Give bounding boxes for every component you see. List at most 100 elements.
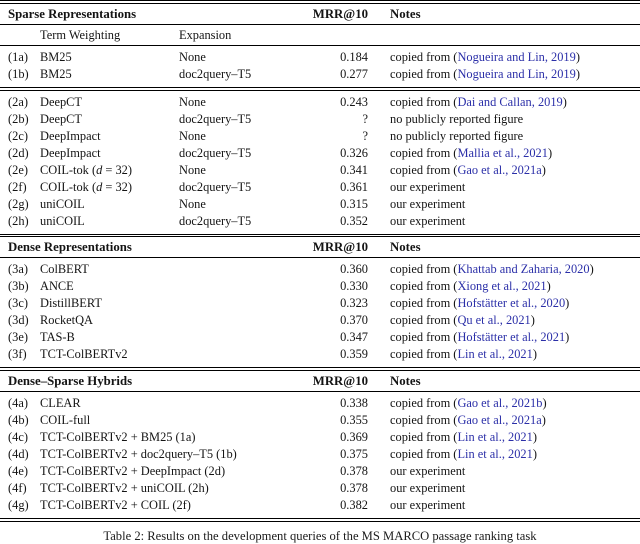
note-text: no publicly reported figure [368, 128, 640, 145]
note-prefix: copied from ( [390, 279, 458, 293]
note-text: our experiment [368, 480, 640, 497]
mrr-value: 0.352 [340, 213, 368, 228]
table-row: (2e) COIL-tok (d = 32) None 0.341 copied fro… [0, 162, 640, 179]
note-prefix: copied from ( [390, 313, 458, 327]
section-header-row: Dense Representations MRR@10 Notes [0, 237, 640, 257]
row-id: (2c) [8, 128, 28, 143]
note-prefix: no publicly reported figure [390, 128, 524, 143]
mrr-value: 0.360 [340, 262, 368, 276]
citation-link[interactable]: Qu et al., 2021 [457, 313, 531, 327]
mrr-column-header: MRR@10 [312, 7, 368, 21]
system-name: CLEAR [40, 395, 81, 410]
system-name: uniCOIL [40, 196, 85, 211]
citation-link[interactable]: Lin et al., 2021 [457, 347, 533, 361]
row-id: (4a) [8, 395, 28, 410]
note-text: copied from (Xiong et al., 2021) [368, 278, 640, 295]
citation-link[interactable]: Hofstätter et al., 2021 [457, 330, 566, 344]
table-row: (4b) COIL-full 0.355 copied from (Gao et al… [0, 412, 640, 429]
citation-link[interactable]: Lin et al., 2021 [457, 429, 533, 444]
citation-link[interactable]: Gao et al., 2021b [457, 395, 543, 410]
system-name: DeepCT [40, 94, 82, 109]
note-prefix: copied from ( [390, 446, 458, 461]
citation-link[interactable]: Xiong et al., 2021 [457, 279, 547, 293]
table-row: (4d) TCT-ColBERTv2 + doc2query–T5 (1b) 0.3… [0, 446, 640, 463]
note-text: our experiment [368, 196, 640, 213]
note-text: our experiment [368, 497, 640, 514]
table-row: (3a) ColBERT 0.360 copied from (Khattab and… [0, 261, 640, 278]
system-name: ANCE [40, 279, 74, 293]
horizontal-rule [0, 233, 640, 237]
mrr-value: 0.355 [340, 412, 368, 427]
table-row: (2a) DeepCT None 0.243 copied from (Dai and … [0, 94, 640, 111]
row-group: (2a) DeepCT None 0.243 copied from (Dai and … [0, 91, 640, 234]
mrr-value: 0.326 [340, 145, 368, 160]
horizontal-rule [0, 45, 640, 46]
math-variable: d [96, 179, 103, 194]
note-suffix: ) [565, 330, 570, 344]
mrr-value: 0.330 [340, 279, 368, 293]
table-row: (2d) DeepImpact doc2query–T5 0.326 copied fr… [0, 145, 640, 162]
note-text: copied from (Gao et al., 2021a) [368, 412, 640, 429]
horizontal-rule [0, 24, 640, 25]
system-name: COIL-tok (d = 32) [40, 179, 179, 196]
row-id: (3b) [8, 279, 29, 293]
citation-link[interactable]: Khattab and Zaharia, 2020 [457, 262, 590, 276]
system-name: BM25 [40, 50, 72, 64]
mrr-value: ? [362, 111, 369, 126]
note-text: our experiment [368, 463, 640, 480]
note-suffix: ) [542, 395, 547, 410]
citation-link[interactable]: Dai and Callan, 2019 [457, 94, 563, 109]
row-id: (1b) [8, 67, 29, 81]
table-row: (4c) TCT-ColBERTv2 + BM25 (1a) 0.369 copied… [0, 429, 640, 446]
row-id: (2a) [8, 94, 28, 109]
note-prefix: copied from ( [390, 94, 458, 109]
horizontal-rule [0, 257, 640, 258]
note-prefix: copied from ( [390, 395, 458, 410]
note-text: copied from (Hofstätter et al., 2021) [368, 329, 640, 346]
note-text: our experiment [368, 213, 640, 230]
row-group: (1a) BM25 None 0.184 copied from (Nogueira a… [0, 46, 640, 87]
notes-column-header: Notes [390, 7, 421, 21]
note-suffix: ) [546, 279, 551, 293]
row-id: (3f) [8, 347, 27, 361]
note-prefix: copied from ( [390, 67, 458, 81]
row-id: (4c) [8, 429, 28, 444]
system-name: TCT-ColBERTv2 + COIL (2f) [40, 497, 191, 512]
math-variable: d [96, 162, 103, 177]
note-prefix: our experiment [390, 213, 466, 228]
note-prefix: copied from ( [390, 330, 458, 344]
citation-link[interactable]: Nogueira and Lin, 2019 [457, 50, 576, 64]
row-id: (1a) [8, 50, 28, 64]
citation-link[interactable]: Gao et al., 2021a [457, 162, 542, 177]
notes-spacer [368, 25, 640, 45]
note-prefix: our experiment [390, 497, 466, 512]
mrr-spacer [297, 25, 368, 45]
row-id: (4f) [8, 480, 27, 495]
citation-link[interactable]: Lin et al., 2021 [457, 446, 533, 461]
mrr-value: 0.277 [340, 67, 368, 81]
results-table: Sparse Representations MRR@10 Notes Term We… [0, 0, 640, 522]
row-id: (3d) [8, 313, 29, 327]
system-name: BM25 [40, 67, 72, 81]
citation-link[interactable]: Gao et al., 2021a [457, 412, 542, 427]
row-id: (3c) [8, 296, 28, 310]
table-row: (2f) COIL-tok (d = 32) doc2query–T5 0.361 ou… [0, 179, 640, 196]
table-row: (3e) TAS-B 0.347 copied from (Hofstätter et… [0, 329, 640, 346]
note-suffix: ) [589, 262, 594, 276]
system-name: DeepCT [40, 111, 82, 126]
section-title: Dense–Sparse Hybrids [8, 373, 133, 388]
note-prefix: copied from ( [390, 162, 458, 177]
horizontal-rule [0, 367, 640, 371]
note-text: copied from (Nogueira and Lin, 2019) [368, 66, 640, 83]
row-id-spacer [0, 25, 40, 45]
citation-link[interactable]: Hofstätter et al., 2020 [457, 296, 566, 310]
note-text: copied from (Khattab and Zaharia, 2020) [368, 261, 640, 278]
citation-link[interactable]: Mallia et al., 2021 [457, 145, 548, 160]
table-row: (4g) TCT-ColBERTv2 + COIL (2f) 0.382 our ex… [0, 497, 640, 514]
citation-link[interactable]: Nogueira and Lin, 2019 [457, 67, 576, 81]
subheader-row: Term Weighting Expansion [0, 25, 640, 45]
note-text: copied from (Lin et al., 2021) [368, 446, 640, 463]
expansion-method: doc2query–T5 [179, 145, 252, 160]
system-name: TCT-ColBERTv2 + doc2query–T5 (1b) [40, 446, 237, 461]
row-id: (2f) [8, 179, 27, 194]
